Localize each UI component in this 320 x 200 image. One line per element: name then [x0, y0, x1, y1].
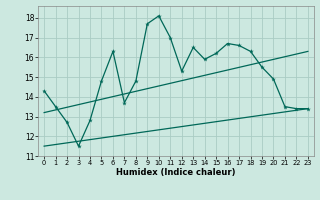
X-axis label: Humidex (Indice chaleur): Humidex (Indice chaleur): [116, 168, 236, 177]
